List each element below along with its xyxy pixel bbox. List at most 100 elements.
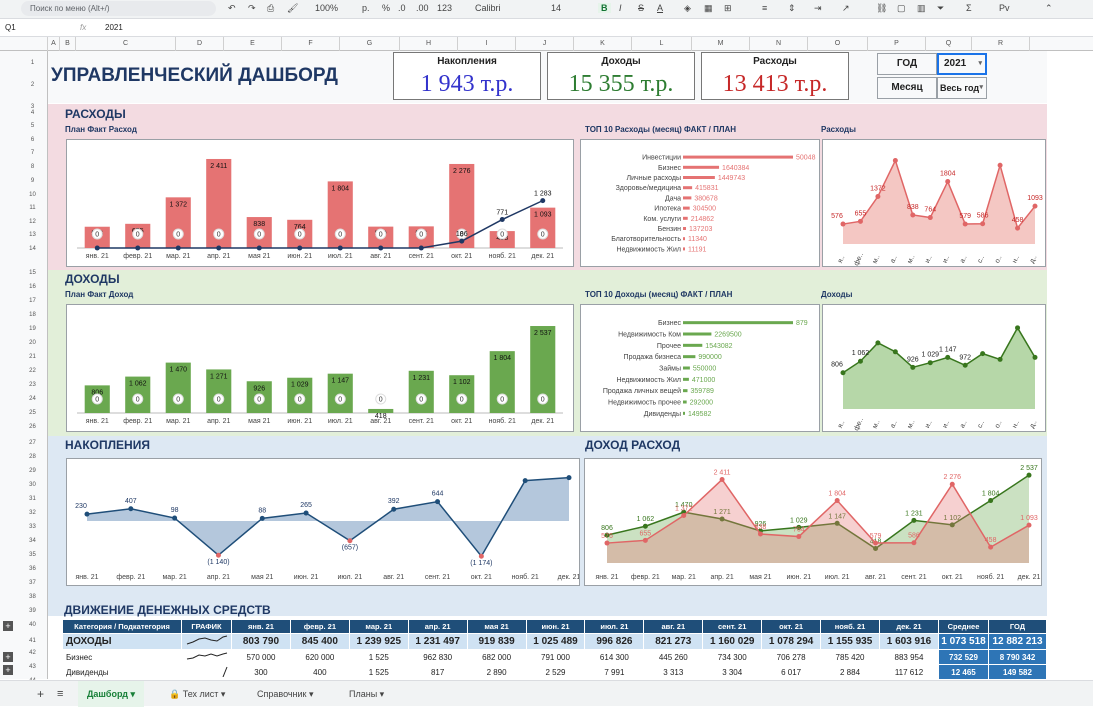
italic-button[interactable]: I (619, 3, 622, 13)
column-header-D[interactable]: D (176, 37, 224, 51)
row-header-18[interactable]: 18 (29, 312, 36, 318)
percent-button[interactable]: % (382, 3, 391, 13)
column-header-H[interactable]: H (400, 37, 458, 51)
tab-dashboard[interactable]: Дашборд ▾ (78, 681, 144, 707)
row-header-25[interactable]: 25 (29, 410, 36, 416)
undo-icon[interactable]: ↶ (228, 3, 236, 13)
row-header-34[interactable]: 34 (29, 538, 36, 544)
row-header-9[interactable]: 9 (30, 178, 35, 184)
font-size-select[interactable]: 14 (551, 3, 562, 13)
column-header-J[interactable]: J (516, 37, 574, 51)
row-header-15[interactable]: 15 (29, 270, 36, 276)
font-select[interactable]: Calibri (475, 3, 501, 13)
increase-decimal-button[interactable]: .00 (416, 3, 429, 13)
row-header-10[interactable]: 10 (29, 192, 36, 198)
row-header-13[interactable]: 13 (29, 232, 36, 238)
row-header-11[interactable]: 11 (29, 205, 36, 211)
tab-plans[interactable]: Планы ▾ (349, 689, 385, 699)
row-header-6[interactable]: 6 (30, 137, 35, 143)
row-header-30[interactable]: 30 (29, 482, 36, 488)
column-header-N[interactable]: N (750, 37, 808, 51)
row-header-7[interactable]: 7 (30, 150, 35, 156)
year-select[interactable]: 2021 ▾ (937, 53, 987, 75)
name-box[interactable]: Q1 (5, 23, 16, 32)
row-header-3[interactable]: 3 (30, 104, 35, 110)
row-header-26[interactable]: 26 (29, 424, 36, 430)
paint-format-icon[interactable]: 🖌 (287, 3, 299, 13)
income-bar-chart[interactable]: 806 янв. 21 0 1 062 февр. 21 0 1 470 мар. 21 0 1 … (66, 304, 574, 432)
menu-search-input[interactable]: Поиск по меню (Alt+/) (21, 1, 216, 16)
functions-button[interactable]: Σ (966, 3, 972, 13)
input-tools-button[interactable]: Рv (999, 3, 1010, 13)
column-header-O[interactable]: O (808, 37, 868, 51)
column-header-I[interactable]: I (458, 37, 516, 51)
row-header-20[interactable]: 20 (29, 340, 36, 346)
income-area-chart[interactable]: 806 я.. 1 062 фе.. м.. а.. 926 м.. 1 029 и.. 1 147… (822, 304, 1046, 432)
column-header-L[interactable]: L (632, 37, 692, 51)
all-sheets-icon[interactable]: ≡ (57, 688, 64, 700)
row-header-21[interactable]: 21 (29, 354, 36, 360)
row-header-33[interactable]: 33 (29, 524, 36, 530)
filter-icon[interactable]: ⏷ (937, 3, 945, 13)
row-header-41[interactable]: 41 (29, 638, 36, 644)
column-header-M[interactable]: M (692, 37, 750, 51)
zoom-select[interactable]: 100% (315, 3, 339, 13)
print-icon[interactable]: ⎙ (267, 3, 275, 13)
row-header-23[interactable]: 23 (29, 382, 36, 388)
savings-chart[interactable]: 230 янв. 21 407 февр. 21 98 мар. 21 (1 140) апр… (66, 458, 580, 586)
add-sheet-icon[interactable]: + (37, 687, 45, 701)
column-header-F[interactable]: F (282, 37, 340, 51)
formula-input[interactable]: 2021 (105, 23, 123, 32)
column-header-E[interactable]: E (224, 37, 282, 51)
expenses-top-chart[interactable]: Инвестиции 50048 Бизнес 1640384 Личные расхо… (580, 139, 820, 267)
expenses-area-chart[interactable]: 576 я.. 655 фе.. 1372 м.. а.. 838 м.. 764 и.. 1804 и… (822, 139, 1046, 267)
group-expand-icon[interactable]: + (3, 652, 13, 662)
row-header-17[interactable]: 17 (29, 298, 36, 304)
row-header-22[interactable]: 22 (29, 368, 36, 374)
row-header-4[interactable]: 4 (30, 110, 35, 116)
row-header-19[interactable]: 19 (29, 326, 36, 332)
align-icon[interactable]: ≡ (762, 3, 768, 13)
column-header-A[interactable]: A (48, 37, 60, 51)
rotate-icon[interactable]: ↗ (842, 3, 850, 13)
income-top-chart[interactable]: Бизнес 879 Недвижимость Ком 2269500 Прочее 15… (580, 304, 820, 432)
redo-icon[interactable]: ↷ (248, 3, 256, 13)
row-header-14[interactable]: 14 (29, 246, 36, 252)
row-header-27[interactable]: 27 (29, 440, 36, 446)
select-all-corner[interactable] (0, 37, 48, 51)
row-header-24[interactable]: 24 (29, 396, 36, 402)
decrease-decimal-button[interactable]: .0 (398, 3, 406, 13)
row-header-39[interactable]: 39 (29, 608, 36, 614)
valign-icon[interactable]: ⇕ (788, 3, 796, 13)
column-header-G[interactable]: G (340, 37, 400, 51)
format-select[interactable]: 123 (437, 3, 453, 13)
comment-icon[interactable]: ▢ (897, 3, 906, 13)
row-header-1[interactable]: 1 (30, 60, 35, 66)
row-header-12[interactable]: 12 (29, 219, 36, 225)
row-header-2[interactable]: 2 (30, 82, 35, 88)
collapse-toolbar-icon[interactable]: ⌃ (1045, 3, 1053, 13)
column-header-Q[interactable]: Q (926, 37, 972, 51)
column-header-P[interactable]: P (868, 37, 926, 51)
column-header-R[interactable]: R (972, 37, 1030, 51)
group-expand-icon[interactable]: + (3, 621, 13, 631)
row-header-42[interactable]: 42 (29, 650, 36, 656)
tab-tech-sheet[interactable]: 🔒 Тех лист ▾ (169, 689, 226, 699)
currency-button[interactable]: р. (362, 3, 370, 13)
group-expand-icon[interactable]: + (3, 665, 13, 675)
row-header-40[interactable]: 40 (29, 622, 36, 628)
column-header-K[interactable]: K (574, 37, 632, 51)
strikethrough-button[interactable]: S (638, 3, 645, 13)
column-header-C[interactable]: C (76, 37, 176, 51)
row-header-31[interactable]: 31 (29, 496, 36, 502)
link-icon[interactable]: ⛓ (876, 3, 888, 13)
row-header-38[interactable]: 38 (29, 594, 36, 600)
chart-icon[interactable]: ▥ (917, 3, 926, 13)
row-header-37[interactable]: 37 (29, 580, 36, 586)
bold-button[interactable]: B (598, 3, 611, 13)
row-header-29[interactable]: 29 (29, 468, 36, 474)
row-header-43[interactable]: 43 (29, 664, 36, 670)
row-header-28[interactable]: 28 (29, 454, 36, 460)
